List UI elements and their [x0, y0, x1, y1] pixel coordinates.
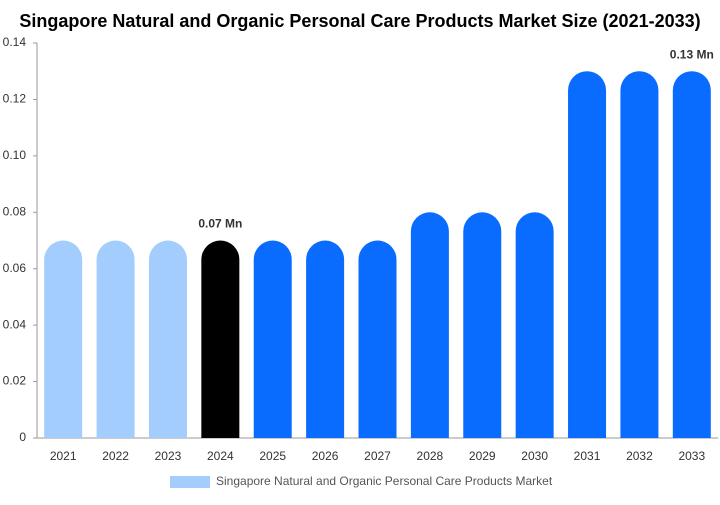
- x-tick-label: 2031: [574, 449, 601, 463]
- y-tick-label: 0.14: [3, 35, 27, 49]
- y-tick-label: 0.02: [3, 374, 27, 388]
- bar: [96, 240, 135, 438]
- x-tick-label: 2032: [626, 449, 653, 463]
- x-tick-label: 2027: [364, 449, 391, 463]
- bar: [253, 240, 292, 438]
- x-tick-label: 2030: [521, 449, 548, 463]
- y-tick-label: 0.12: [3, 92, 27, 106]
- chart-title: Singapore Natural and Organic Personal C…: [19, 11, 700, 31]
- y-tick-label: 0.10: [3, 148, 27, 162]
- bar: [568, 71, 607, 438]
- x-tick-label: 2022: [102, 449, 129, 463]
- bar: [306, 240, 345, 438]
- data-label: 0.07 Mn: [198, 217, 242, 231]
- x-tick-label: 2033: [678, 449, 705, 463]
- bar: [44, 240, 83, 438]
- x-tick-label: 2023: [155, 449, 182, 463]
- x-tick-label: 2026: [312, 449, 339, 463]
- x-tick-label: 2024: [207, 449, 234, 463]
- bar: [201, 240, 240, 438]
- bar: [410, 212, 449, 438]
- y-tick-label: 0: [19, 430, 26, 444]
- y-tick-label: 0.08: [3, 204, 27, 218]
- bar: [515, 212, 554, 438]
- bar: [463, 212, 502, 438]
- bar: [620, 71, 659, 438]
- x-tick-label: 2025: [259, 449, 286, 463]
- bar: [148, 240, 187, 438]
- x-tick-label: 2028: [417, 449, 444, 463]
- y-tick-label: 0.04: [3, 317, 27, 331]
- y-tick-label: 0.06: [3, 261, 27, 275]
- bar: [358, 240, 397, 438]
- legend-label: Singapore Natural and Organic Personal C…: [216, 474, 553, 488]
- bar: [672, 71, 711, 438]
- data-label: 0.13 Mn: [670, 47, 714, 61]
- x-tick-label: 2029: [469, 449, 496, 463]
- legend-swatch: [170, 476, 210, 488]
- x-tick-label: 2021: [50, 449, 77, 463]
